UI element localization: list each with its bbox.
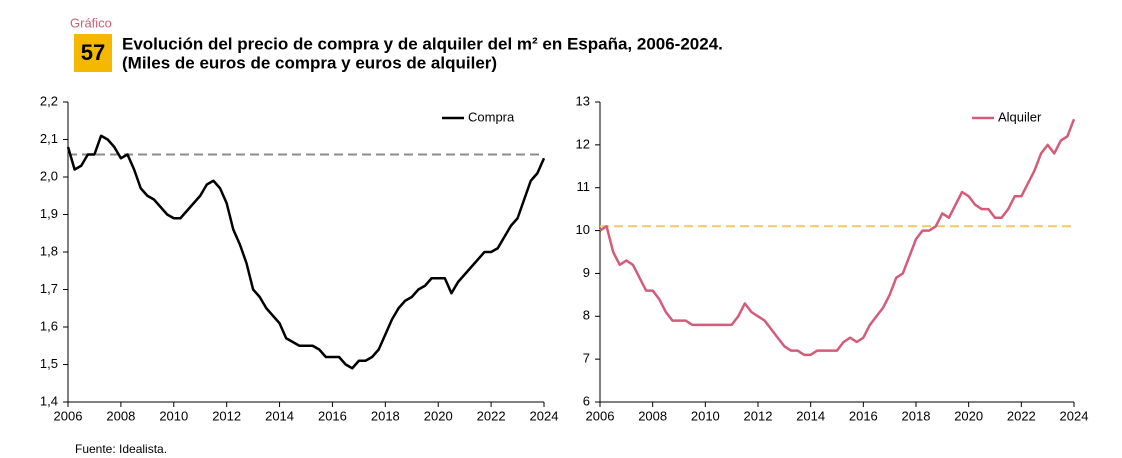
- y-tick-label: 1,5: [40, 356, 58, 371]
- x-tick-label: 2010: [691, 408, 720, 423]
- line: [66, 134, 546, 370]
- x-tick-label: 2024: [530, 408, 559, 423]
- x-tick-label: 2020: [424, 408, 453, 423]
- x-tick-label: 2010: [159, 408, 188, 423]
- source: Fuente: Idealista.: [75, 442, 167, 456]
- y-tick-label: 1,7: [40, 281, 58, 296]
- legend-label: Alquiler: [998, 109, 1042, 124]
- x-tick-label: 2012: [744, 408, 773, 423]
- y-tick-label: 2,0: [40, 168, 58, 183]
- y-tick-label: 6: [583, 393, 590, 408]
- x-tick-label: 2022: [1007, 408, 1036, 423]
- x-tick-label: 2006: [586, 408, 615, 423]
- y-tick-label: 1,8: [40, 243, 58, 258]
- y-tick-label: 8: [583, 308, 590, 323]
- y-tick-label: 2,1: [40, 131, 58, 146]
- x-tick-label: 2016: [318, 408, 347, 423]
- x-tick-label: 2014: [796, 408, 825, 423]
- y-tick-label: 9: [583, 265, 590, 280]
- chart-label: Gráfico: [70, 15, 112, 30]
- x-tick-label: 2022: [477, 408, 506, 423]
- chart-title: Evolución del precio de compra y de alqu…: [122, 34, 723, 53]
- y-tick-label: 1,9: [40, 206, 58, 221]
- chart-subtitle: (Miles de euros de compra y euros de alq…: [122, 53, 497, 72]
- y-tick-label: 2,2: [40, 93, 58, 108]
- x-tick-label: 2014: [265, 408, 294, 423]
- x-tick-label: 2008: [106, 408, 135, 423]
- x-tick-label: 2016: [849, 408, 878, 423]
- x-tick-label: 2006: [54, 408, 83, 423]
- chart-number: 57: [81, 40, 105, 65]
- x-tick-label: 2018: [371, 408, 400, 423]
- y-tick-label: 1,4: [40, 393, 58, 408]
- x-tick-label: 2020: [954, 408, 983, 423]
- y-tick-label: 11: [577, 179, 591, 194]
- y-tick-label: 10: [576, 222, 590, 237]
- number-box: [74, 34, 112, 72]
- x-tick-label: 2008: [638, 408, 667, 423]
- line: [599, 118, 1076, 357]
- y-tick-label: 1,6: [40, 318, 58, 333]
- x-tick-label: 2024: [1060, 408, 1089, 423]
- x-tick-label: 2012: [212, 408, 241, 423]
- y-tick-label: 13: [576, 93, 590, 108]
- y-tick-label: 7: [583, 351, 590, 366]
- y-tick-label: 12: [576, 136, 590, 151]
- x-tick-label: 2018: [902, 408, 931, 423]
- legend-label: Compra: [468, 109, 515, 124]
